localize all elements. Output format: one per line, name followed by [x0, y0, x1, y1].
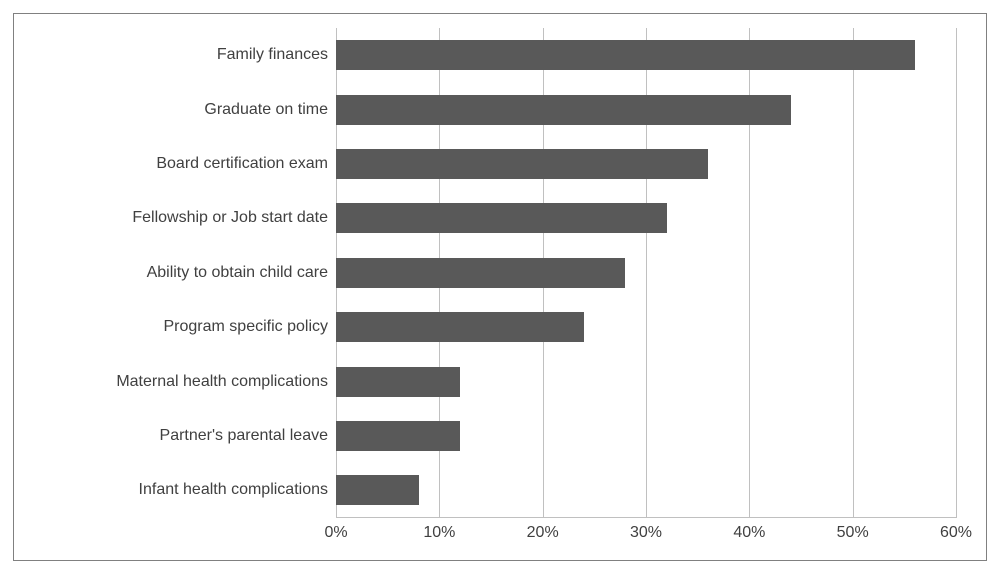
x-tick-label: 30%: [630, 518, 662, 542]
bar: [336, 203, 667, 233]
x-tick-label: 50%: [837, 518, 869, 542]
bar: [336, 149, 708, 179]
plot-area: 0%10%20%30%40%50%60%Family financesGradu…: [336, 28, 956, 518]
bar-row: Program specific policy: [336, 312, 956, 342]
category-label: Program specific policy: [164, 318, 337, 336]
bar: [336, 40, 915, 70]
bar-row: Maternal health complications: [336, 367, 956, 397]
category-label: Partner's parental leave: [160, 427, 336, 445]
bar-row: Infant health complications: [336, 475, 956, 505]
bar: [336, 421, 460, 451]
bar: [336, 367, 460, 397]
category-label: Board certification exam: [156, 155, 336, 173]
x-tick-label: 60%: [940, 518, 972, 542]
bar-row: Family finances: [336, 40, 956, 70]
bar-row: Graduate on time: [336, 95, 956, 125]
bar-row: Fellowship or Job start date: [336, 203, 956, 233]
category-label: Infant health complications: [139, 481, 336, 499]
bar-row: Partner's parental leave: [336, 421, 956, 451]
bar: [336, 95, 791, 125]
category-label: Family finances: [217, 46, 336, 64]
x-axis-line: [336, 517, 956, 518]
x-tick-label: 40%: [733, 518, 765, 542]
bar-row: Board certification exam: [336, 149, 956, 179]
x-tick-label: 0%: [324, 518, 347, 542]
bar: [336, 258, 625, 288]
x-tick-label: 10%: [423, 518, 455, 542]
x-tick-label: 20%: [527, 518, 559, 542]
gridline: [956, 28, 957, 518]
category-label: Graduate on time: [204, 101, 336, 119]
chart-frame: 0% 10% 20% 30% 40% 50% 60% Family finances Gradu…: [13, 13, 987, 561]
category-label: Fellowship or Job start date: [132, 209, 336, 227]
bar: [336, 312, 584, 342]
category-label: Ability to obtain child care: [147, 264, 336, 282]
bar-row: Ability to obtain child care: [336, 258, 956, 288]
bar: [336, 475, 419, 505]
category-label: Maternal health complications: [116, 373, 336, 391]
